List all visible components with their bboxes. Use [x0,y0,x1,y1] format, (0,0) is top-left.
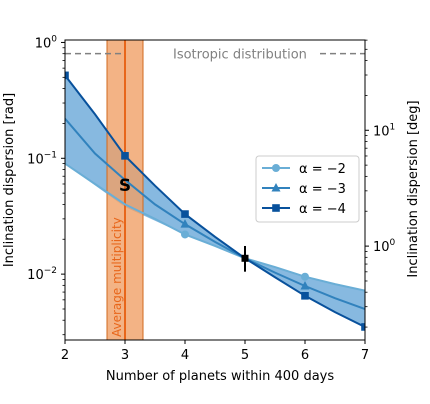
y2-tick-label: 101 [373,122,395,139]
series-line-2 [65,117,365,310]
multiplicity-label: Average multiplicity [110,217,124,337]
legend: α = −2 α = −3 α = −4 [255,155,360,223]
legend-marker [272,204,280,212]
y-tick-label: 100 [35,34,58,51]
overlay-layer: Isotropic distribution S [65,45,365,272]
series-1-point [301,272,309,281]
y2-tick-label: 100 [373,238,396,255]
y-tick-label: 10−2 [27,266,57,283]
series-3-point [65,71,69,80]
y-axis-label: Inclination dispersion [rad] [2,93,17,267]
series-2-point [180,219,190,228]
y2-axis-label: Inclination dispersion [deg] [406,100,421,277]
legend-marker [271,183,281,192]
series-3-point [181,210,189,218]
series-layer [65,71,365,331]
x-tick-label: 5 [241,348,249,363]
x-tick-label: 3 [121,348,129,363]
axes-layer: 2 3 4 5 6 7 10−2 10−1 100 100 101 Number of planets… [2,34,421,384]
legend-box [255,155,360,223]
series-line-1 [65,162,365,292]
x-tick-label: 7 [361,348,369,363]
legend-label: α = −3 [299,182,346,197]
isotropic-label-bg [170,45,320,62]
isotropic-label: Isotropic distribution [173,48,307,63]
series-line-3 [65,74,365,328]
legend-marker [272,164,280,172]
series-3-point [301,292,309,300]
series-2-point [300,280,310,290]
series-1-point [181,230,189,239]
x-tick-label: 4 [181,348,189,363]
x-axis-label: Number of planets within 400 days [106,369,335,384]
series-3-point [361,323,365,331]
s-marker-label: S [119,176,131,196]
plot-frame [64,39,366,341]
series-3-point [121,152,129,160]
data-point [241,254,249,262]
x-tick-label: 6 [301,348,309,363]
legend-label: α = −4 [299,202,346,217]
y-tick-label: 10−1 [27,150,57,167]
x-tick-label: 2 [61,348,69,363]
legend-label: α = −2 [299,162,346,177]
